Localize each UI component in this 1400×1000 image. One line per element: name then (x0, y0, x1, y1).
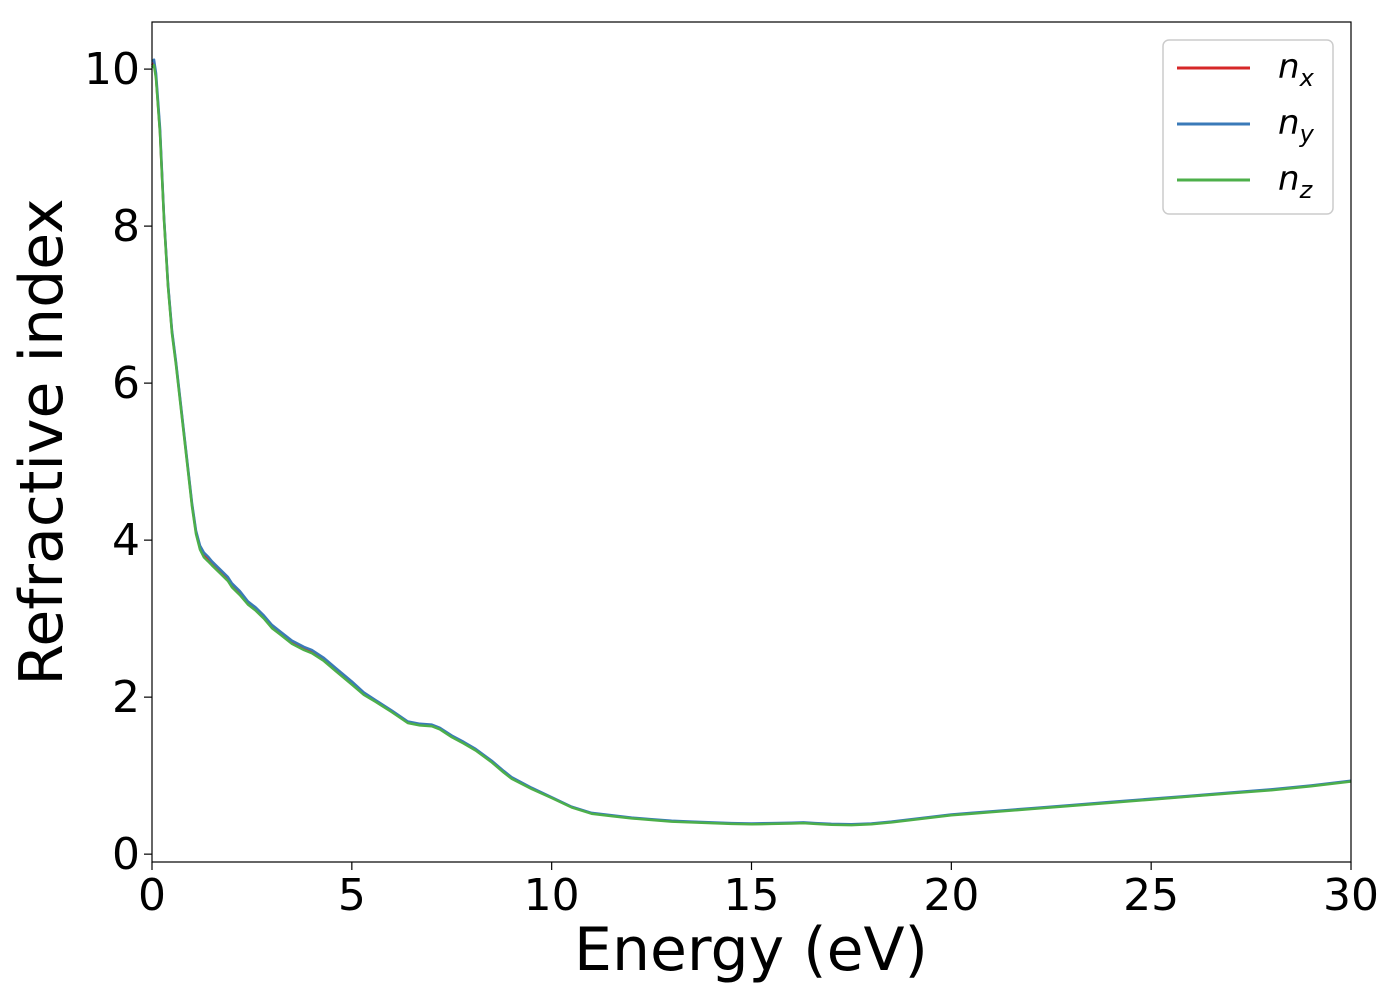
x-tick-label: 25 (1123, 870, 1179, 921)
y-tick-label: 4 (112, 515, 140, 566)
series-line-z (151, 63, 1352, 827)
x-tick-label: 0 (138, 870, 166, 921)
x-tick-label: 5 (338, 870, 366, 921)
legend-label-y: ny (1278, 103, 1315, 148)
x-tick-label: 10 (524, 870, 580, 921)
x-tick-label: 15 (724, 870, 780, 921)
y-tick-label: 2 (112, 672, 140, 723)
legend-label-z: nz (1278, 159, 1314, 204)
y-tick-label: 10 (84, 44, 140, 95)
plot-lines (151, 58, 1352, 827)
legend-box (1162, 39, 1334, 215)
x-axis-title: Energy (eV) (574, 915, 928, 985)
y-axis-ticks: 0 2 4 6 8 10 (84, 44, 152, 880)
y-tick-label: 6 (112, 358, 140, 409)
y-axis-title: Refractive index (7, 198, 77, 685)
x-axis-ticks: 0 5 10 15 20 25 30 (138, 862, 1379, 921)
legend: nx ny nz (1162, 39, 1334, 215)
x-tick-label: 30 (1323, 870, 1379, 921)
x-tick-label: 20 (923, 870, 979, 921)
y-tick-label: 8 (112, 201, 140, 252)
y-tick-label: 0 (112, 829, 140, 880)
legend-label-x: nx (1278, 47, 1315, 92)
